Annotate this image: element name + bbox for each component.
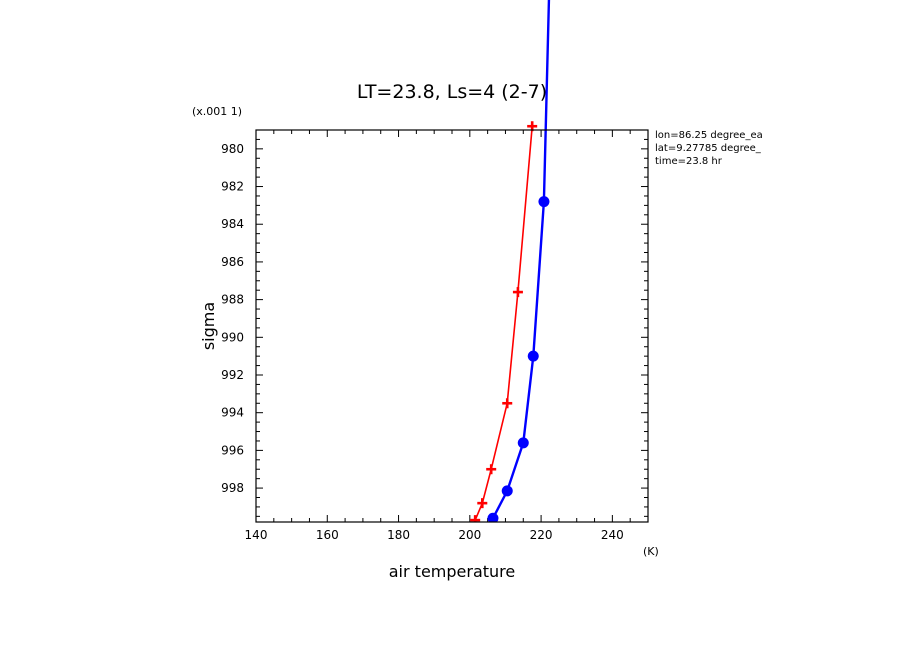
y-tick-label: 994	[221, 406, 244, 420]
x-tick-label: 160	[316, 528, 339, 542]
x-tick-label: 220	[530, 528, 553, 542]
y-tick-label: 992	[221, 368, 244, 382]
series-2-point	[538, 196, 550, 208]
y-tick-label: 990	[221, 330, 244, 344]
y-tick-label: 996	[221, 443, 244, 457]
y-axis-label: sigma	[199, 302, 218, 350]
y-tick-label: 988	[221, 293, 244, 307]
series-1-line	[474, 126, 533, 521]
y-axis-unit: (x.001 1)	[192, 105, 242, 118]
x-tick-label: 180	[387, 528, 410, 542]
series-2-point	[527, 350, 539, 362]
series-1-point	[486, 464, 497, 475]
series-2-point	[501, 485, 513, 497]
y-tick-label: 980	[221, 142, 244, 156]
y-tick-label: 986	[221, 255, 244, 269]
series-1-point	[502, 398, 513, 409]
info-time: time=23.8 hr	[655, 156, 723, 167]
series-1-point	[512, 287, 523, 298]
series-2-point	[517, 437, 529, 449]
x-axis-label: air temperature	[389, 562, 515, 581]
x-tick-label: 240	[601, 528, 624, 542]
chart-title: LT=23.8, Ls=4 (2-7)	[357, 81, 547, 103]
plot-frame	[255, 129, 649, 523]
x-axis-unit: (K)	[643, 545, 659, 558]
x-tick-label: 140	[245, 528, 268, 542]
series-2-point	[487, 512, 499, 522]
y-tick-label: 998	[221, 481, 244, 495]
info-lon: lon=86.25 degree_ea	[655, 130, 763, 141]
y-tick-label: 984	[221, 217, 244, 231]
y-tick-label: 982	[221, 180, 244, 194]
series-1-point	[477, 498, 488, 509]
x-tick-label: 200	[458, 528, 481, 542]
series-1-point	[470, 515, 481, 522]
info-lat: lat=9.27785 degree_	[655, 143, 762, 154]
series-layer	[470, 0, 551, 522]
axis-ticks: 140 160 180 200 220 240 980 982 984 986 988 990 992 9…	[221, 130, 649, 542]
